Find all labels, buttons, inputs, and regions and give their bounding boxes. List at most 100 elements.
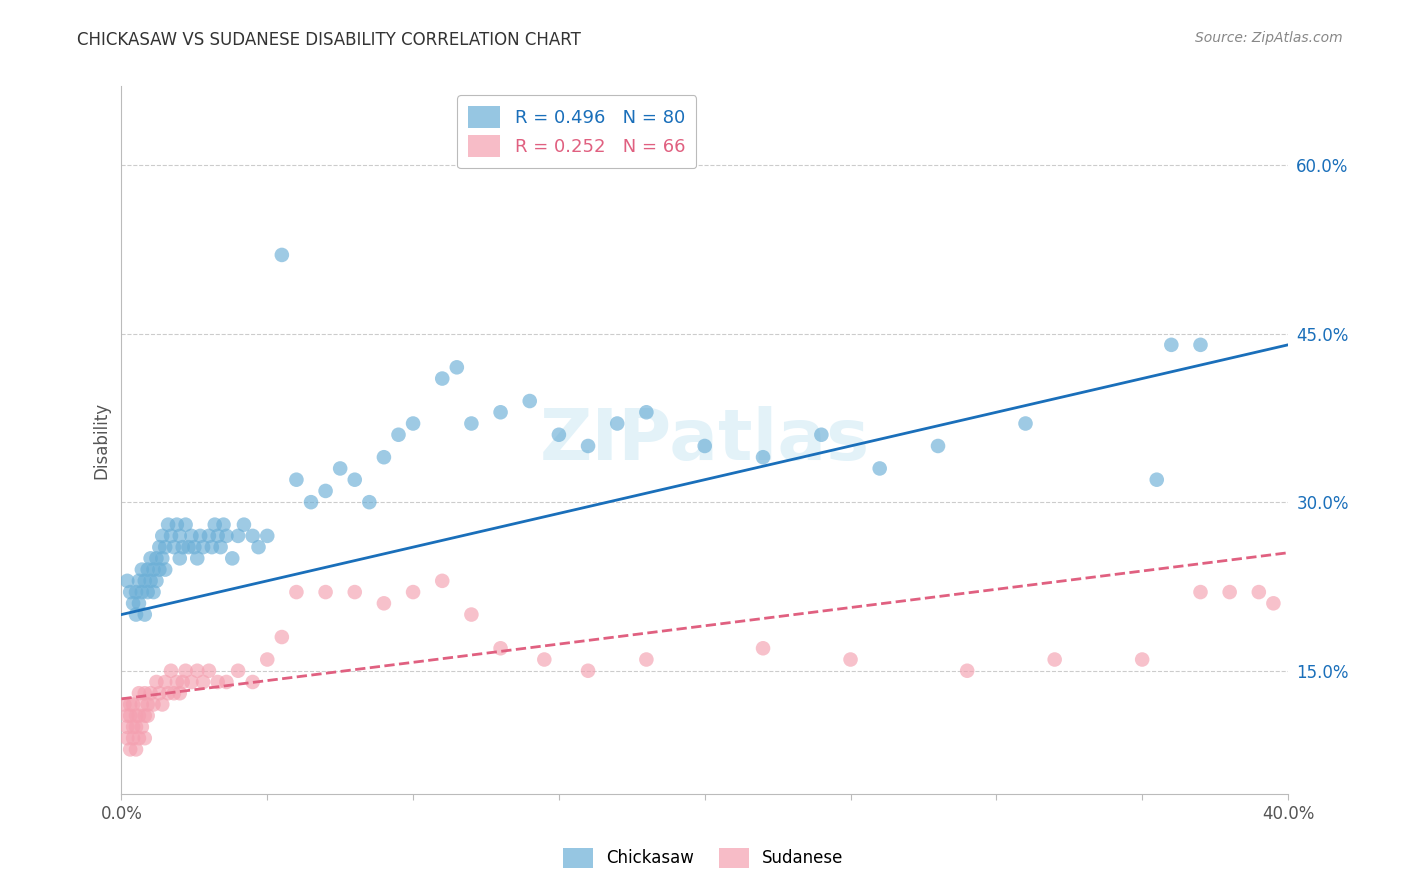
Point — [226, 529, 249, 543]
Point — [576, 439, 599, 453]
Point — [131, 585, 153, 599]
Point — [125, 607, 148, 622]
Point — [927, 439, 949, 453]
Point — [373, 596, 395, 610]
Point — [186, 664, 208, 678]
Point — [120, 742, 142, 756]
Point — [177, 540, 200, 554]
Point — [128, 596, 150, 610]
Point — [128, 686, 150, 700]
Point — [134, 574, 156, 588]
Point — [270, 630, 292, 644]
Point — [188, 529, 211, 543]
Point — [136, 698, 159, 712]
Point — [172, 675, 194, 690]
Legend: R = 0.496   N = 80, R = 0.252   N = 66: R = 0.496 N = 80, R = 0.252 N = 66 — [457, 95, 696, 169]
Point — [343, 473, 366, 487]
Point — [120, 585, 142, 599]
Point — [172, 540, 194, 554]
Point — [134, 607, 156, 622]
Point — [148, 540, 170, 554]
Point — [163, 686, 186, 700]
Point — [153, 675, 176, 690]
Point — [207, 675, 229, 690]
Point — [183, 540, 205, 554]
Point — [533, 652, 555, 666]
Point — [191, 675, 214, 690]
Point — [136, 708, 159, 723]
Point — [125, 708, 148, 723]
Point — [131, 698, 153, 712]
Point — [359, 495, 381, 509]
Point — [270, 248, 292, 262]
Point — [1043, 652, 1066, 666]
Point — [122, 596, 145, 610]
Legend: Chickasaw, Sudanese: Chickasaw, Sudanese — [555, 841, 851, 875]
Point — [1189, 585, 1212, 599]
Point — [148, 563, 170, 577]
Point — [186, 551, 208, 566]
Point — [139, 686, 162, 700]
Point — [402, 417, 425, 431]
Point — [576, 664, 599, 678]
Point — [169, 686, 191, 700]
Point — [120, 708, 142, 723]
Point — [122, 720, 145, 734]
Point — [209, 540, 232, 554]
Point — [136, 585, 159, 599]
Text: ZIPatlas: ZIPatlas — [540, 406, 870, 475]
Point — [180, 675, 202, 690]
Point — [460, 417, 482, 431]
Point — [636, 652, 658, 666]
Point — [839, 652, 862, 666]
Point — [117, 720, 139, 734]
Point — [117, 708, 139, 723]
Point — [117, 731, 139, 746]
Point — [242, 529, 264, 543]
Point — [174, 517, 197, 532]
Point — [169, 529, 191, 543]
Point — [215, 529, 238, 543]
Point — [142, 585, 165, 599]
Point — [160, 664, 183, 678]
Point — [212, 517, 235, 532]
Point — [489, 405, 512, 419]
Point — [191, 540, 214, 554]
Point — [956, 664, 979, 678]
Point — [387, 427, 409, 442]
Point — [460, 607, 482, 622]
Point — [166, 517, 188, 532]
Point — [134, 731, 156, 746]
Point — [315, 483, 337, 498]
Point — [299, 495, 322, 509]
Point — [315, 585, 337, 599]
Point — [693, 439, 716, 453]
Point — [869, 461, 891, 475]
Point — [373, 450, 395, 465]
Point — [142, 698, 165, 712]
Point — [285, 473, 308, 487]
Point — [153, 540, 176, 554]
Point — [125, 720, 148, 734]
Point — [169, 551, 191, 566]
Point — [145, 675, 167, 690]
Point — [145, 551, 167, 566]
Point — [120, 698, 142, 712]
Point — [1014, 417, 1036, 431]
Point — [150, 698, 173, 712]
Point — [247, 540, 270, 554]
Point — [180, 529, 202, 543]
Point — [198, 664, 221, 678]
Point — [446, 360, 468, 375]
Point — [160, 529, 183, 543]
Point — [150, 529, 173, 543]
Point — [139, 551, 162, 566]
Point — [153, 563, 176, 577]
Point — [548, 427, 571, 442]
Point — [157, 517, 180, 532]
Point — [232, 517, 254, 532]
Point — [606, 417, 628, 431]
Point — [1189, 338, 1212, 352]
Point — [122, 698, 145, 712]
Point — [256, 652, 278, 666]
